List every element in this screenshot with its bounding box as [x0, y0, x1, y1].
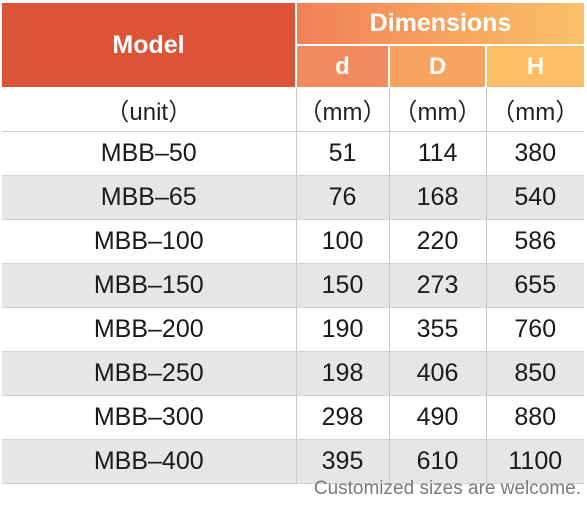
cell-H: 1100 — [486, 439, 585, 484]
unit-row: （unit） （mm） （mm） （mm） — [2, 87, 585, 132]
cell-D: 168 — [389, 175, 487, 220]
table-row: MBB–250 198 406 850 — [2, 351, 585, 396]
table-body: （unit） （mm） （mm） （mm） MBB–50 51 114 380 … — [2, 87, 585, 484]
cell-H: 655 — [486, 263, 585, 308]
cell-D: 490 — [389, 395, 487, 440]
table-row: MBB–65 76 168 540 — [2, 175, 585, 220]
cell-d: 395 — [296, 439, 390, 484]
cell-H: 880 — [486, 395, 585, 440]
cell-model: MBB–150 — [2, 263, 297, 308]
cell-H: 760 — [486, 307, 585, 352]
cell-d: 198 — [296, 351, 390, 396]
cell-H: 540 — [486, 175, 585, 220]
table-row: MBB–400 395 610 1100 — [2, 439, 585, 484]
cell-model: MBB–400 — [2, 439, 297, 484]
unit-d: （mm） — [296, 87, 390, 132]
cell-model: MBB–100 — [2, 219, 297, 264]
cell-D: 114 — [389, 131, 487, 176]
cell-model: MBB–50 — [2, 131, 297, 176]
cell-d: 298 — [296, 395, 390, 440]
footnote: Customized sizes are welcome. — [313, 478, 581, 499]
cell-D: 355 — [389, 307, 487, 352]
cell-D: 406 — [389, 351, 487, 396]
table-row: MBB–150 150 273 655 — [2, 263, 585, 308]
cell-model: MBB–300 — [2, 395, 297, 440]
cell-H: 380 — [486, 131, 585, 176]
table-row: MBB–200 190 355 760 — [2, 307, 585, 352]
cell-model: MBB–65 — [2, 175, 297, 220]
unit-D: （mm） — [389, 87, 487, 132]
dimensions-table-container: Model Dimensions d D H （unit） （mm） （mm） … — [2, 3, 585, 484]
header-col-H: H — [486, 45, 585, 87]
header-dimensions: Dimensions — [296, 3, 585, 46]
cell-d: 150 — [296, 263, 390, 308]
cell-H: 586 — [486, 219, 585, 264]
cell-D: 220 — [389, 219, 487, 264]
cell-D: 273 — [389, 263, 487, 308]
cell-H: 850 — [486, 351, 585, 396]
table-header: Model Dimensions d D H — [2, 3, 585, 87]
dimensions-table: Model Dimensions d D H （unit） （mm） （mm） … — [2, 3, 585, 484]
header-col-D: D — [389, 45, 487, 87]
cell-d: 190 — [296, 307, 390, 352]
unit-model: （unit） — [2, 87, 297, 132]
table-row: MBB–100 100 220 586 — [2, 219, 585, 264]
header-col-d: d — [296, 45, 390, 87]
cell-d: 76 — [296, 175, 390, 220]
cell-model: MBB–200 — [2, 307, 297, 352]
cell-d: 100 — [296, 219, 390, 264]
unit-H: （mm） — [486, 87, 585, 132]
table-row: MBB–50 51 114 380 — [2, 131, 585, 176]
table-row: MBB–300 298 490 880 — [2, 395, 585, 440]
header-model: Model — [2, 3, 297, 87]
cell-D: 610 — [389, 439, 487, 484]
cell-d: 51 — [296, 131, 390, 176]
cell-model: MBB–250 — [2, 351, 297, 396]
